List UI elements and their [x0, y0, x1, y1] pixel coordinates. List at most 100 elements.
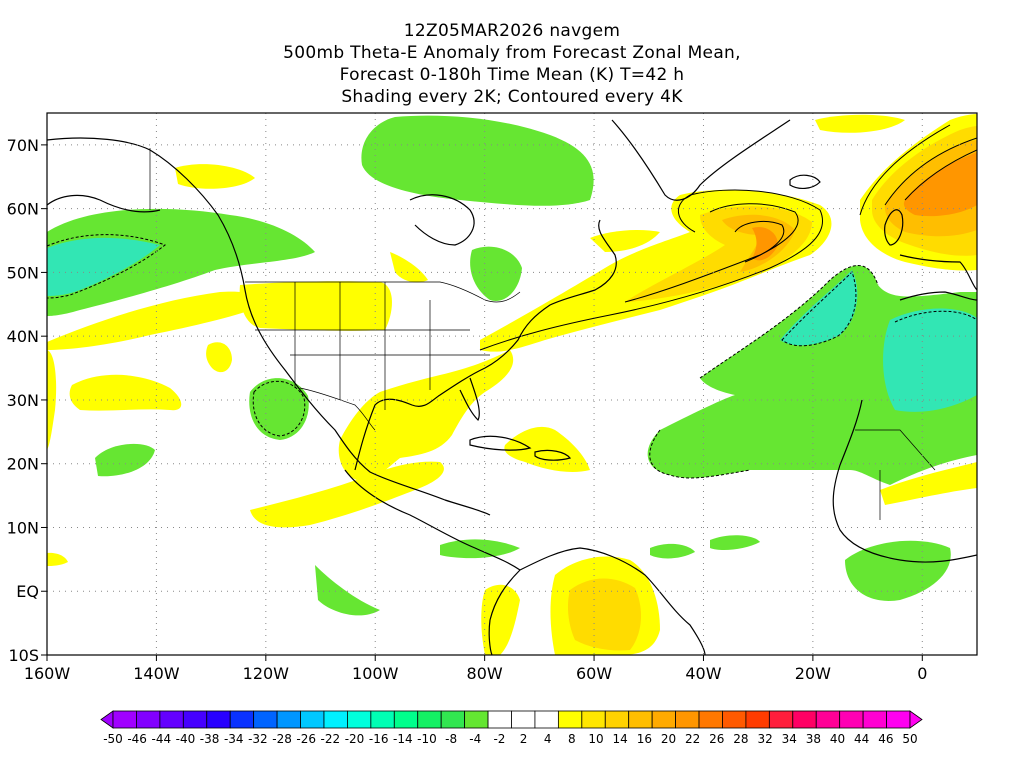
shade-gl-green: [470, 246, 522, 301]
colorbar-swatch: [464, 710, 489, 729]
shade-atl-green-small2: [710, 535, 760, 550]
contour-natl-12k: [734, 221, 785, 263]
colorbar-label: -16: [369, 732, 389, 746]
title-line-run: 12Z05MAR2026 navgem: [403, 21, 621, 41]
shade-mex-yellow: [250, 461, 444, 528]
coast-alaska: [47, 194, 161, 213]
colorbar: -50 -46 -44 -40 -38 -34 -32 -28 -26 -22 -20 -16 -14-…: [100, 710, 923, 746]
anomaly-shading: [47, 114, 977, 655]
colorbar-label: -26: [296, 732, 316, 746]
colorbar-label: 44: [854, 732, 869, 746]
shade-tpac-green: [95, 443, 155, 477]
colorbar-swatch: [511, 710, 536, 729]
colorbar-label: -40: [176, 732, 196, 746]
title-line-intervals: Shading every 2K; Contoured every 4K: [341, 87, 683, 107]
colorbar-swatch: [487, 710, 512, 729]
colorbar-label: 22: [685, 732, 700, 746]
contour-south-atl-neg: [649, 429, 751, 479]
lon-tick-label: 40W: [685, 664, 721, 683]
colorbar-swatch: [300, 710, 325, 729]
contour-natl-neg4: [781, 271, 857, 347]
colorbar-swatch: [159, 710, 184, 729]
colorbar-label: -44: [151, 732, 171, 746]
colorbar-swatch: [675, 710, 700, 729]
shade-atl-green-small: [650, 543, 695, 559]
colorbar-swatch: [136, 710, 161, 729]
lon-tick-label: 140W: [133, 664, 180, 683]
colorbar-label: 2: [520, 732, 528, 746]
shade-baja-green: [249, 378, 309, 440]
colorbar-label: -4: [469, 732, 481, 746]
coast-florida: [459, 377, 480, 422]
shade-nus-yellow: [239, 281, 392, 331]
shade-labrador-yellow: [590, 230, 660, 252]
colorbar-swatch: [768, 710, 794, 729]
contour-eur-8k: [884, 137, 977, 206]
shade-natl-orange: [752, 226, 778, 261]
shade-west-edge-yellow: [47, 350, 57, 450]
colorbar-label: 40: [830, 732, 845, 746]
shade-se-yellow: [338, 350, 514, 482]
colorbar-label: -14: [393, 732, 413, 746]
colorbar-swatch: [534, 710, 559, 729]
lat-tick-label: 50N: [7, 263, 39, 282]
coast-uk: [884, 209, 904, 246]
lon-tick-label: 60W: [576, 664, 612, 683]
axis-tick-marks: [41, 144, 923, 661]
shade-africa-teal: [883, 308, 977, 412]
colorbar-label: -8: [445, 732, 457, 746]
colorbar-label: -20: [345, 732, 365, 746]
shade-sa-gold: [567, 578, 642, 651]
shade-cpac-green: [440, 539, 520, 559]
border-africa-1: [855, 429, 936, 520]
colorbar-label: 46: [878, 732, 893, 746]
shade-tpac-green-2: [315, 565, 380, 616]
shade-npac-yellow: [47, 291, 263, 350]
shade-carib-yellow: [504, 426, 590, 473]
colorbar-label: 10: [588, 732, 603, 746]
lon-tick-label: 160W: [24, 664, 71, 683]
colorbar-swatch: [393, 710, 419, 729]
coast-north-america: [47, 137, 617, 516]
shade-arctic-green: [361, 115, 594, 206]
colorbar-label: -46: [127, 732, 147, 746]
map-gridlines: [46, 113, 977, 656]
shade-alaska-yellow: [175, 164, 255, 189]
lat-tick-label: EQ: [16, 582, 39, 601]
title-line-field: 500mb Theta-E Anomaly from Forecast Zona…: [283, 43, 741, 63]
lon-tick-label: 20W: [795, 664, 831, 683]
coast-greenland: [611, 119, 791, 201]
shade-sahel-yellow: [880, 462, 977, 505]
lat-tick-label: 30N: [7, 391, 39, 410]
border-us-states-1: [255, 282, 490, 410]
contour-africa-neg4: [894, 310, 977, 323]
coast-europe: [899, 254, 977, 301]
colorbar-label: 16: [637, 732, 652, 746]
colorbar-swatch: [206, 710, 231, 729]
lon-tick-label: 0: [917, 664, 927, 683]
shade-guinea-green: [845, 540, 951, 601]
colorbar-label: 28: [733, 732, 748, 746]
lat-tick-label: 40N: [7, 327, 39, 346]
coast-africa: [832, 399, 977, 563]
lat-tick-label: 70N: [7, 136, 39, 155]
shade-pac-yellow: [69, 374, 182, 411]
shade-npac-green: [47, 208, 315, 316]
coast-cuba: [469, 435, 532, 451]
lon-tick-labels: 160W 140W 120W 100W 80W 60W 40W 20W 0: [24, 664, 928, 683]
lat-tick-label: 10S: [8, 646, 39, 665]
colorbar-swatch: [253, 710, 278, 729]
coast-south-america: [488, 547, 706, 655]
colorbar-arrow-right: [909, 710, 923, 729]
colorbar-swatch: [792, 710, 817, 729]
colorbar-label: -2: [493, 732, 505, 746]
shade-sa-yellow-2: [481, 584, 520, 655]
lat-tick-label: 60N: [7, 200, 39, 219]
colorbar-swatch: [323, 710, 348, 729]
shade-atl-teal: [780, 270, 858, 346]
colorbar-swatch: [347, 710, 372, 729]
colorbar-swatch: [276, 710, 301, 729]
colorbar-label: 34: [782, 732, 797, 746]
contour-eur-4k: [859, 124, 951, 216]
